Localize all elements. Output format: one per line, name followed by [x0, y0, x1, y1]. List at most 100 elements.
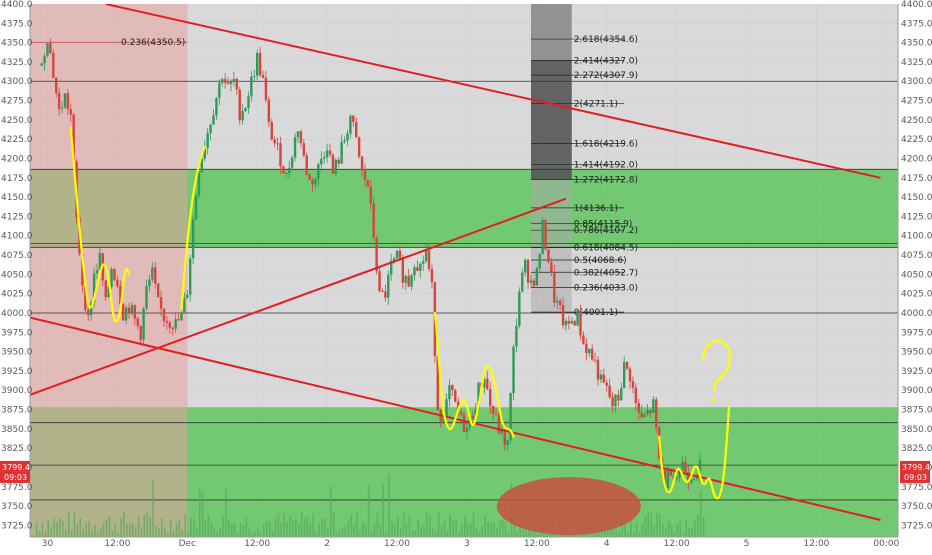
- y-tick-label-right: 4075.0: [901, 251, 932, 261]
- candle-body: [500, 430, 504, 434]
- y-tick-label-left: 4000.0: [1, 309, 33, 319]
- candle-body: [130, 305, 134, 313]
- candle-body: [692, 478, 696, 480]
- volume-bar: [385, 530, 387, 537]
- volume-bar: [440, 525, 443, 537]
- candle-body: [133, 305, 137, 319]
- candle-body: [550, 262, 553, 273]
- y-tick-label-right: 4300.0: [901, 77, 932, 87]
- candle-body: [445, 399, 448, 417]
- volume-bar: [399, 527, 402, 537]
- volume-bar: [347, 519, 350, 537]
- volume-bar: [446, 530, 449, 537]
- y-tick-label-right: 3725.0: [901, 521, 932, 531]
- volume-bar: [673, 530, 676, 537]
- upper-downtrend: [105, 4, 881, 179]
- candle-body: [255, 53, 259, 76]
- candle-body: [124, 307, 128, 321]
- volume-bar: [388, 474, 390, 537]
- volume-bar: [70, 530, 73, 537]
- y-tick-label-left: 4325.0: [1, 58, 33, 68]
- volume-bar: [140, 527, 143, 537]
- x-tick-label: 3: [464, 539, 470, 549]
- candle-body: [107, 286, 110, 297]
- volume-bar: [364, 524, 367, 537]
- volume-bar: [239, 523, 242, 537]
- candle-body: [232, 78, 236, 82]
- candle-body: [110, 269, 113, 287]
- candle-body: [684, 461, 687, 473]
- candle-body: [375, 237, 378, 272]
- y-tick-label-left: 3725.0: [1, 521, 33, 531]
- volume-bar: [638, 532, 641, 537]
- candle-body: [116, 280, 119, 286]
- x-tick-label: 12:00: [803, 539, 829, 549]
- y-tick-label-right: 4100.0: [901, 232, 932, 242]
- volume-bar: [312, 513, 315, 537]
- candle-body: [558, 300, 562, 306]
- volume-bar: [295, 519, 297, 537]
- candle-body: [148, 279, 151, 287]
- volume-bar: [315, 531, 318, 537]
- volume-bar: [303, 518, 306, 537]
- candle-body: [389, 260, 393, 275]
- candle-body: [139, 325, 142, 340]
- candle-body: [419, 263, 422, 271]
- candle-body: [165, 320, 169, 323]
- x-tick-label: 12:00: [524, 539, 550, 549]
- y-tick-label-right: 3750.0: [901, 502, 932, 512]
- volume-bar: [667, 520, 670, 537]
- volume-bar: [216, 531, 219, 537]
- candle-body: [579, 310, 582, 336]
- candle-body: [465, 427, 469, 433]
- candle-body: [186, 294, 189, 298]
- fib-level-label: 0.618(4084.5): [574, 244, 638, 254]
- candle-body: [57, 92, 61, 109]
- candle-body: [427, 250, 431, 269]
- candle-body: [486, 378, 489, 390]
- volume-bar: [228, 519, 230, 537]
- candle-body: [113, 269, 116, 281]
- candle-body: [392, 258, 396, 261]
- volume-bar: [367, 485, 370, 537]
- y-tick-label-right: 4225.0: [901, 135, 932, 145]
- y-tick-label-left: 3975.0: [1, 328, 33, 338]
- x-tick-label: 12:00: [104, 539, 130, 549]
- volume-bar: [161, 517, 163, 537]
- candle-body: [593, 359, 597, 361]
- candle-body: [442, 416, 445, 422]
- candle-body: [250, 76, 253, 97]
- candle-body: [355, 122, 358, 138]
- candle-body: [620, 388, 623, 401]
- candle-body: [212, 115, 215, 125]
- candle-body: [174, 319, 177, 329]
- volume-bar: [699, 490, 702, 537]
- y-tick-label-left: 3900.0: [1, 386, 33, 396]
- y-tick-label-right: 3950.0: [901, 348, 932, 358]
- candle-body: [209, 124, 212, 134]
- volume-bar: [260, 532, 262, 537]
- candle-body: [154, 267, 157, 284]
- volume-bar: [691, 527, 693, 537]
- candle-body: [570, 321, 573, 324]
- candle-body: [320, 158, 323, 165]
- y-tick-label-right: 3875.0: [901, 406, 932, 416]
- candle-body: [623, 362, 626, 389]
- fib-level-label: 2(4271.1): [574, 100, 618, 110]
- y-tick-label-right: 4250.0: [901, 116, 932, 126]
- candle-body: [497, 414, 501, 434]
- candle-body: [535, 268, 539, 286]
- volume-bar: [609, 523, 612, 537]
- volume-bar: [458, 531, 460, 537]
- candle-body: [241, 111, 244, 121]
- volume-bar: [461, 524, 463, 537]
- volume-bar: [498, 520, 501, 537]
- volume-bar: [464, 516, 466, 537]
- candle-body: [413, 267, 416, 276]
- volume-bar: [443, 520, 446, 537]
- candle-body: [84, 285, 87, 310]
- candle-body: [325, 150, 329, 158]
- y-tick-label-right: 4050.0: [901, 270, 932, 280]
